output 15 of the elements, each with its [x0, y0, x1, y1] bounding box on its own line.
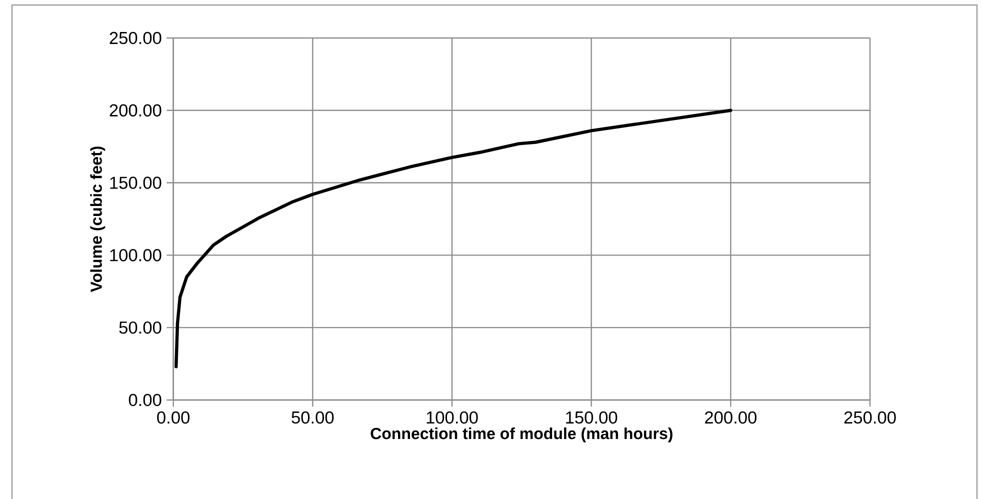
x-tick-label: 50.00	[292, 411, 334, 424]
x-tick-label: 0.00	[157, 411, 190, 424]
x-tick-label: 200.00	[705, 411, 756, 424]
y-tick-label: 100.00	[110, 249, 162, 262]
x-tick-label: 250.00	[844, 411, 896, 424]
y-tick-label: 200.00	[110, 104, 162, 117]
y-tick-label: 150.00	[110, 176, 162, 189]
y-tick-label: 0.00	[128, 394, 162, 406]
line-series	[174, 108, 732, 368]
y-axis-title: Volume (cubic feet)	[90, 146, 106, 292]
y-tick-label: 250.00	[110, 32, 162, 44]
y-tick-label: 50.00	[119, 321, 162, 334]
x-axis-title: Connection time of module (man hours)	[370, 427, 672, 442]
x-tick-label: 100.00	[426, 411, 478, 424]
x-tick-label: 150.00	[566, 411, 618, 424]
